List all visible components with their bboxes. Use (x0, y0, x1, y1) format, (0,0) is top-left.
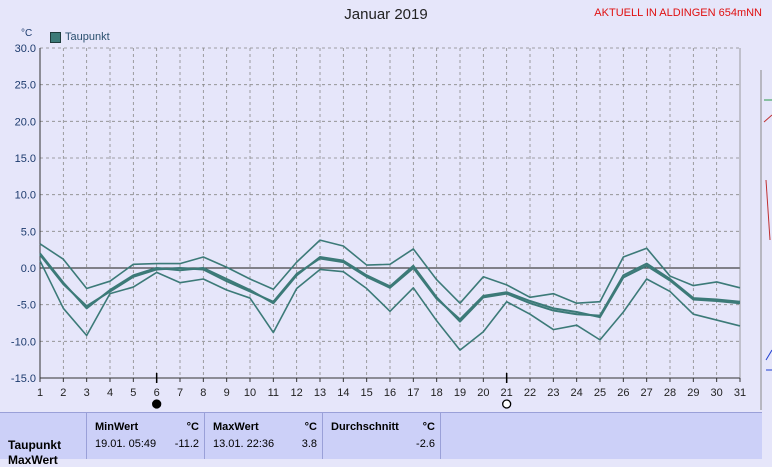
x-tick-label: 2 (60, 387, 66, 399)
station-label: AKTUELL IN ALDINGEN 654mNN (594, 7, 762, 19)
avg-header: Durchschnitt (331, 421, 399, 433)
x-tick-label: 9 (224, 387, 230, 399)
x-tick-label: 8 (200, 387, 206, 399)
y-tick-label: 0.0 (21, 263, 36, 275)
max-header: MaxWert (213, 421, 259, 433)
x-tick-label: 17 (407, 387, 419, 399)
avg-cell: Durchschnitt °C -2.6 (322, 413, 441, 459)
x-tick-label: 4 (107, 387, 113, 399)
avg-unit: °C (422, 421, 435, 433)
y-tick-label: 25.0 (15, 80, 36, 92)
x-tick-label: 19 (454, 387, 466, 399)
x-tick-label: 1 (37, 387, 43, 399)
x-tick-label: 12 (291, 387, 303, 399)
y-tick-label: -15.0 (11, 373, 36, 385)
stats-panel: Taupunkt MaxWert MinWert °C 19.01. 05:49… (0, 412, 762, 467)
x-tick-label: 14 (337, 387, 349, 399)
series-line-2 (39, 254, 741, 321)
legend-label: Taupunkt (65, 31, 110, 43)
y-tick-label: 5.0 (21, 226, 36, 238)
panel-divider (440, 413, 442, 459)
x-tick-label: 30 (711, 387, 723, 399)
max-cell: MaxWert °C 13.01. 22:36 3.8 (204, 413, 323, 459)
x-tick-label: 29 (687, 387, 699, 399)
x-tick-label: 23 (547, 387, 559, 399)
series-line-0 (39, 239, 741, 305)
max-time: 13.01. 22:36 (213, 438, 275, 450)
side-strip (760, 70, 772, 410)
side-strip-graphic (760, 70, 772, 410)
y-tick-label: 20.0 (15, 116, 36, 128)
min-cell: MinWert °C 19.01. 05:49 -11.2 (86, 413, 205, 459)
avg-value: -2.6 (416, 438, 435, 450)
x-tick-label: 20 (477, 387, 489, 399)
x-tick-label: 5 (130, 387, 136, 399)
row-label-taupunkt: Taupunkt (8, 438, 62, 452)
series-line-1 (39, 252, 741, 323)
y-unit-label: °C (21, 28, 32, 39)
x-tick-label: 21 (501, 387, 513, 399)
x-tick-label: 7 (177, 387, 183, 399)
max-value: 3.8 (301, 438, 317, 450)
min-header: MinWert (95, 421, 139, 433)
x-tick-label: 26 (617, 387, 629, 399)
x-tick-label: 15 (361, 387, 373, 399)
y-tick-label: -10.0 (11, 336, 36, 348)
x-tick-label: 28 (664, 387, 676, 399)
chart: 30.0 25.0 20.0 15.0 10.0 5.0 0.0 -5.0 -10.0 -15.0… (11, 28, 746, 409)
x-tick-label: 22 (524, 387, 536, 399)
y-tick-label: -5.0 (17, 300, 36, 312)
x-tick-label: 16 (384, 387, 396, 399)
x-tick-label: 31 (734, 387, 746, 399)
min-time: 19.01. 05:49 (95, 438, 157, 450)
x-tick-label: 24 (571, 387, 583, 399)
full-moon-dark-icon (152, 399, 162, 409)
max-unit: °C (304, 421, 317, 433)
row-label-next: MaxWert (8, 453, 58, 467)
x-tick-label: 6 (154, 387, 160, 399)
x-tick-label: 3 (84, 387, 90, 399)
legend: Taupunkt (50, 31, 110, 43)
legend-swatch (50, 31, 61, 43)
x-tick-label: 18 (431, 387, 443, 399)
min-value: -11.2 (174, 438, 199, 450)
x-tick-label: 27 (641, 387, 653, 399)
x-tick-label: 11 (268, 387, 279, 399)
y-tick-label: 30.0 (15, 43, 36, 55)
x-tick-label: 25 (594, 387, 606, 399)
chart-title: Januar 2019 (344, 6, 428, 23)
series-line-3 (39, 260, 741, 351)
y-tick-label: 15.0 (15, 153, 36, 165)
full-moon-light-icon (502, 399, 512, 409)
x-tick-label: 13 (314, 387, 326, 399)
x-tick-label: 10 (244, 387, 256, 399)
min-unit: °C (186, 421, 199, 433)
y-tick-label: 10.0 (15, 190, 36, 202)
